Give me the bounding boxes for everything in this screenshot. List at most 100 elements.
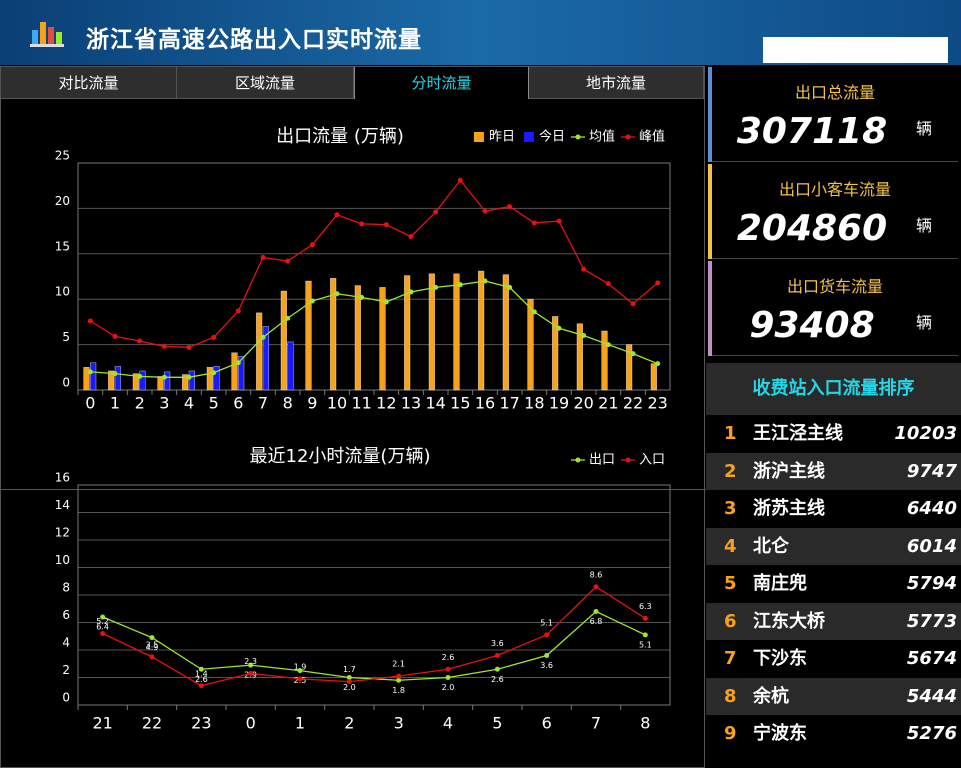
point bbox=[346, 679, 352, 685]
point bbox=[556, 218, 562, 224]
point bbox=[359, 294, 365, 300]
point bbox=[198, 666, 204, 672]
ranking-row: 6 江东大桥 5773 bbox=[706, 602, 961, 640]
data-label: 3.6 bbox=[540, 661, 553, 670]
x-tick-label: 4 bbox=[443, 714, 453, 733]
ranking-value: 5773 bbox=[906, 610, 957, 632]
point bbox=[630, 301, 636, 307]
bar bbox=[404, 275, 411, 391]
ranking-name: 余杭 bbox=[753, 685, 789, 707]
ranking-row: 2 浙沪主线 9747 bbox=[706, 452, 961, 490]
ranking-value: 9747 bbox=[906, 460, 957, 482]
bar bbox=[90, 362, 97, 391]
ranking-value: 6440 bbox=[906, 498, 957, 519]
x-tick-label: 6 bbox=[233, 394, 243, 413]
x-tick-label: 18 bbox=[524, 394, 544, 413]
legend-label: 昨日 bbox=[489, 130, 515, 145]
y-tick-label: 8 bbox=[62, 581, 70, 595]
ranking-row: 7 下沙东 5674 bbox=[706, 640, 961, 678]
ranking-value: 5444 bbox=[906, 685, 957, 707]
bar bbox=[238, 356, 245, 391]
point bbox=[186, 374, 192, 380]
point bbox=[346, 675, 352, 680]
point bbox=[260, 254, 266, 260]
tab[interactable]: 对比流量 bbox=[1, 67, 177, 99]
data-label: 5.2 bbox=[96, 617, 109, 626]
ranking-row: 5 南庄兜 5794 bbox=[706, 565, 961, 603]
stat-value: 93408 bbox=[749, 305, 875, 346]
ranking-rank: 7 bbox=[724, 648, 737, 669]
bar bbox=[206, 366, 213, 391]
x-tick-label: 7 bbox=[591, 714, 601, 733]
data-label: 2.1 bbox=[392, 660, 405, 669]
point bbox=[408, 289, 414, 295]
legend-swatch bbox=[575, 457, 581, 463]
ranking-row: 4 北仑 6014 bbox=[706, 527, 961, 565]
point bbox=[112, 371, 118, 377]
legend-swatch bbox=[625, 134, 631, 140]
bar bbox=[213, 366, 220, 391]
logo bbox=[30, 22, 64, 47]
point bbox=[248, 662, 254, 668]
x-tick-label: 8 bbox=[283, 394, 293, 413]
y-tick-label: 25 bbox=[55, 149, 70, 163]
bar bbox=[453, 273, 460, 391]
search-box[interactable] bbox=[763, 37, 948, 63]
legend-label: 均值 bbox=[589, 129, 615, 145]
data-label: 2.0 bbox=[442, 683, 455, 692]
data-label: 2.6 bbox=[491, 675, 504, 684]
point bbox=[334, 212, 340, 218]
point bbox=[433, 284, 439, 290]
x-tick-label: 21 bbox=[598, 394, 618, 413]
header-title: 浙江省高速公路出入口实时流量 bbox=[86, 27, 422, 53]
bar bbox=[256, 312, 263, 391]
point bbox=[593, 584, 599, 590]
x-tick-label: 23 bbox=[647, 394, 667, 413]
tab[interactable]: 区域流量 bbox=[177, 67, 354, 99]
point bbox=[334, 291, 340, 297]
ranking-rank: 1 bbox=[724, 423, 737, 444]
tab[interactable]: 地市流量 bbox=[529, 67, 704, 99]
point bbox=[309, 298, 315, 304]
point bbox=[531, 309, 537, 315]
ranking-name: 下沙东 bbox=[753, 648, 807, 669]
y-tick-label: 10 bbox=[55, 553, 70, 567]
ranking-rank: 3 bbox=[724, 498, 737, 519]
point bbox=[100, 631, 106, 636]
point bbox=[630, 351, 636, 357]
bar bbox=[157, 376, 164, 391]
data-label: 6.4 bbox=[96, 623, 109, 632]
y-tick-label: 0 bbox=[62, 376, 70, 390]
point bbox=[87, 318, 93, 324]
x-tick-label: 6 bbox=[542, 714, 552, 733]
point bbox=[198, 683, 204, 689]
stat-card: 出口总流量 307118 辆 bbox=[708, 67, 958, 162]
legend-swatch bbox=[473, 132, 484, 142]
ranking-rank: 6 bbox=[724, 610, 737, 632]
x-tick-label: 1 bbox=[295, 714, 305, 733]
bar bbox=[626, 344, 633, 391]
point bbox=[235, 360, 241, 366]
point bbox=[655, 361, 661, 367]
point bbox=[100, 614, 106, 620]
point bbox=[642, 615, 648, 621]
y-tick-label: 4 bbox=[62, 636, 70, 650]
point bbox=[457, 282, 463, 288]
x-tick-label: 15 bbox=[450, 394, 470, 413]
ranking-rank: 5 bbox=[724, 573, 737, 594]
data-label: 2.6 bbox=[442, 653, 455, 662]
stat-unit: 辆 bbox=[916, 119, 933, 138]
point bbox=[396, 677, 402, 683]
bar bbox=[502, 274, 509, 391]
x-tick-label: 14 bbox=[425, 394, 445, 413]
point bbox=[359, 221, 365, 227]
tab-active[interactable]: 分时流量 bbox=[354, 67, 529, 99]
line bbox=[90, 280, 658, 378]
x-tick-label: 22 bbox=[623, 394, 643, 413]
bar bbox=[552, 316, 559, 391]
bar bbox=[428, 273, 435, 391]
x-tick-label: 17 bbox=[499, 394, 519, 413]
bar bbox=[188, 370, 195, 391]
data-label: 2.0 bbox=[343, 683, 356, 692]
